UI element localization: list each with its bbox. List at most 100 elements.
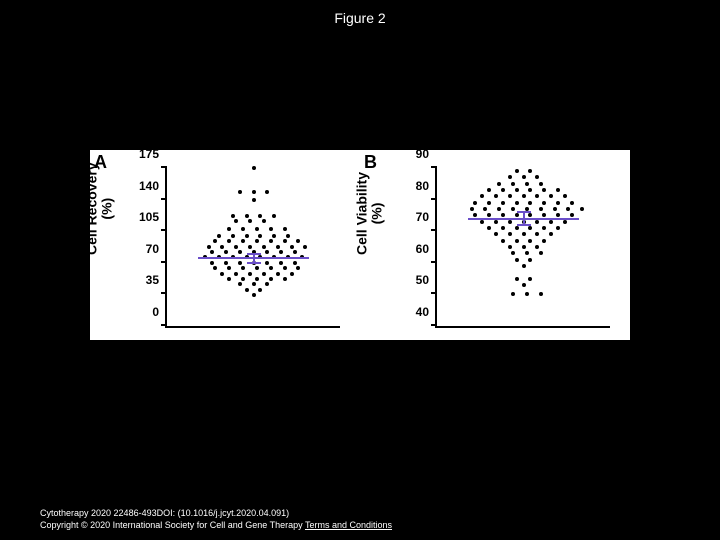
data-point <box>473 201 477 205</box>
data-point <box>580 207 584 211</box>
data-point <box>566 207 570 211</box>
data-point <box>276 272 280 276</box>
data-point <box>258 214 262 218</box>
panel-b-ylabel-line1: Cell Viability <box>354 172 370 255</box>
data-point <box>480 194 484 198</box>
error-cap <box>247 253 261 255</box>
data-point <box>293 261 297 265</box>
error-cap <box>517 211 531 213</box>
data-point <box>227 239 231 243</box>
data-point <box>262 219 266 223</box>
data-point <box>508 245 512 249</box>
data-point <box>501 201 505 205</box>
data-point <box>252 190 256 194</box>
y-tick-label: 140 <box>139 179 159 193</box>
data-point <box>515 239 519 243</box>
data-point <box>522 175 526 179</box>
data-point <box>258 288 262 292</box>
data-point <box>265 261 269 265</box>
data-point <box>508 175 512 179</box>
data-point <box>296 239 300 243</box>
data-point <box>286 234 290 238</box>
data-point <box>508 194 512 198</box>
data-point <box>272 234 276 238</box>
data-point <box>252 282 256 286</box>
y-tick <box>431 324 437 326</box>
data-point <box>238 261 242 265</box>
data-point <box>220 272 224 276</box>
data-point <box>224 261 228 265</box>
data-point <box>269 239 273 243</box>
data-point <box>556 188 560 192</box>
panel-a-plot: 03570105140175 <box>165 168 340 328</box>
panel-a: A Cell Recovery (%) 03570105140175 <box>90 150 360 340</box>
data-point <box>220 245 224 249</box>
data-point <box>303 245 307 249</box>
data-point <box>234 245 238 249</box>
data-point <box>522 194 526 198</box>
data-point <box>528 239 532 243</box>
data-point <box>241 277 245 281</box>
data-point <box>535 194 539 198</box>
data-point <box>255 239 259 243</box>
data-point <box>262 245 266 249</box>
panel-a-ylabel: Cell Recovery (%) <box>85 235 116 255</box>
figure-area: A Cell Recovery (%) 03570105140175 B Cel… <box>90 150 630 340</box>
data-point <box>525 292 529 296</box>
data-point <box>480 220 484 224</box>
data-point <box>515 226 519 230</box>
data-point <box>501 226 505 230</box>
data-point <box>508 220 512 224</box>
data-point <box>525 251 529 255</box>
data-point <box>515 188 519 192</box>
data-point <box>515 258 519 262</box>
data-point <box>255 227 259 231</box>
data-point <box>252 293 256 297</box>
figure-title: Figure 2 <box>334 10 385 26</box>
data-point <box>539 207 543 211</box>
data-point <box>227 266 231 270</box>
data-point <box>528 169 532 173</box>
data-point <box>227 227 231 231</box>
data-point <box>511 182 515 186</box>
data-point <box>252 166 256 170</box>
data-point <box>245 234 249 238</box>
copyright-text: Copyright © 2020 International Society f… <box>40 520 392 530</box>
data-point <box>494 220 498 224</box>
panel-b-ylabel: Cell Viability (%) <box>355 235 386 255</box>
data-point <box>279 250 283 254</box>
y-tick <box>161 261 167 263</box>
data-point <box>535 220 539 224</box>
data-point <box>262 272 266 276</box>
panel-a-ylabel-line1: Cell Recovery <box>84 162 100 255</box>
data-point <box>269 277 273 281</box>
data-point <box>231 234 235 238</box>
data-point <box>265 190 269 194</box>
data-point <box>255 266 259 270</box>
data-point <box>528 277 532 281</box>
data-point <box>535 175 539 179</box>
y-tick-label: 35 <box>146 273 159 287</box>
y-tick <box>431 292 437 294</box>
data-point <box>234 219 238 223</box>
data-point <box>535 232 539 236</box>
y-tick <box>161 324 167 326</box>
y-tick-label: 50 <box>416 273 429 287</box>
y-tick <box>161 229 167 231</box>
data-point <box>245 288 249 292</box>
data-point <box>269 227 273 231</box>
data-point <box>522 264 526 268</box>
data-point <box>238 190 242 194</box>
panel-b-ylabel-line2: (%) <box>369 203 385 225</box>
data-point <box>252 198 256 202</box>
data-point <box>570 201 574 205</box>
citation-text: Cytotherapy 2020 22486-493DOI: (10.1016/… <box>40 508 289 518</box>
terms-link[interactable]: Terms and Conditions <box>305 520 392 530</box>
data-point <box>542 201 546 205</box>
data-point <box>497 207 501 211</box>
data-point <box>539 292 543 296</box>
data-point <box>556 226 560 230</box>
y-tick <box>161 198 167 200</box>
data-point <box>511 251 515 255</box>
data-point <box>549 194 553 198</box>
